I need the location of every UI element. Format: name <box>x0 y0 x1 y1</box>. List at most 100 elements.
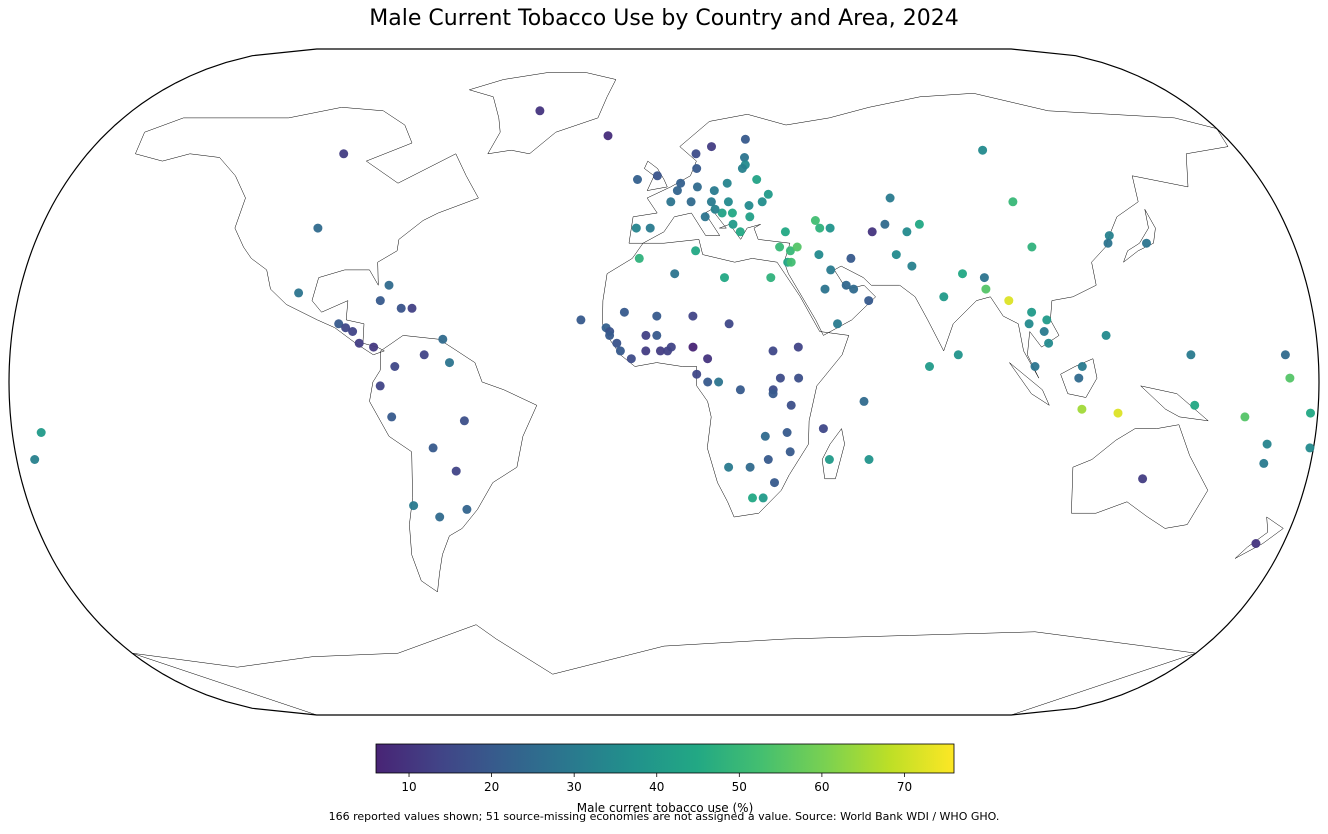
country-point <box>724 319 734 329</box>
land-new-guinea <box>1139 385 1209 422</box>
country-point <box>1190 400 1200 410</box>
country-point <box>641 346 651 356</box>
country-point <box>1262 439 1272 449</box>
country-point <box>849 284 859 294</box>
country-point <box>348 327 358 336</box>
country-point <box>692 182 702 192</box>
country-point <box>407 303 417 313</box>
country-point <box>612 338 622 348</box>
country-point <box>914 219 924 229</box>
country-point <box>770 478 779 488</box>
country-point <box>709 186 719 196</box>
country-point <box>1004 296 1014 306</box>
colorbar-tick-label: 30 <box>567 780 582 794</box>
country-point <box>409 501 419 511</box>
country-point <box>670 269 680 279</box>
country-point <box>1259 458 1269 468</box>
country-point <box>339 149 349 159</box>
country-point <box>737 164 747 173</box>
land-greenland <box>468 72 617 155</box>
country-point <box>603 131 613 141</box>
country-point <box>692 164 702 173</box>
country-points <box>30 106 1315 548</box>
country-point <box>30 455 40 464</box>
land-eurasia <box>628 93 1229 379</box>
country-point <box>867 227 877 237</box>
country-point <box>763 455 773 464</box>
country-point <box>645 223 655 233</box>
country-point <box>459 416 469 426</box>
country-point <box>727 208 737 218</box>
country-point <box>722 178 732 188</box>
country-point <box>1104 231 1114 241</box>
country-point <box>979 273 989 283</box>
source-note: 166 reported values shown; 51 source-mis… <box>328 810 1000 823</box>
country-point <box>864 296 874 306</box>
country-point <box>907 261 917 271</box>
country-point <box>375 381 385 391</box>
country-point <box>1113 408 1123 418</box>
country-point <box>978 145 988 155</box>
country-point <box>334 319 344 329</box>
country-point <box>763 189 773 199</box>
country-point <box>1077 362 1087 371</box>
country-point <box>745 462 755 472</box>
colorbar-tick-label: 20 <box>484 780 499 794</box>
country-point <box>688 311 698 321</box>
country-point <box>1044 338 1054 348</box>
country-point <box>707 142 716 152</box>
country-point <box>815 223 825 233</box>
land-australia <box>1071 424 1209 529</box>
colorbar <box>375 743 955 774</box>
colorbar-tick-label: 60 <box>814 780 829 794</box>
land-britain <box>644 160 668 191</box>
country-point <box>793 342 803 352</box>
country-point <box>833 319 842 329</box>
country-point <box>652 330 662 340</box>
country-point <box>641 330 651 340</box>
country-point <box>757 197 767 207</box>
colorbar-tick-label: 50 <box>732 780 747 794</box>
country-point <box>387 412 397 422</box>
country-point <box>939 292 949 302</box>
country-point <box>666 342 676 352</box>
country-point <box>841 280 851 290</box>
country-point <box>1027 242 1037 252</box>
country-point <box>686 197 696 207</box>
country-point <box>631 223 641 233</box>
country-point <box>341 323 351 333</box>
country-point <box>752 175 762 184</box>
country-point <box>740 134 750 144</box>
country-point <box>925 362 934 371</box>
country-point <box>902 227 912 237</box>
country-point <box>748 493 757 503</box>
country-point <box>652 171 662 181</box>
country-point <box>981 284 991 294</box>
land-antarctica <box>132 624 1196 715</box>
land-japan <box>1122 209 1156 263</box>
country-point <box>438 334 448 344</box>
country-point <box>864 455 874 464</box>
country-point <box>428 443 438 453</box>
country-point <box>294 288 304 298</box>
country-point <box>619 307 629 317</box>
country-point <box>1138 474 1148 484</box>
land-madagascar <box>821 427 845 480</box>
country-point <box>313 223 323 233</box>
country-point <box>786 400 796 410</box>
country-point <box>1027 307 1037 317</box>
country-point <box>666 197 676 207</box>
country-point <box>786 257 796 267</box>
country-point <box>1077 404 1087 414</box>
country-point <box>758 493 768 503</box>
country-point <box>1039 327 1049 336</box>
country-point <box>826 265 836 275</box>
country-point <box>780 227 790 237</box>
country-point <box>885 193 895 203</box>
country-point <box>1103 238 1113 248</box>
country-point <box>396 303 406 313</box>
country-point <box>824 455 834 464</box>
country-point <box>785 447 795 457</box>
country-point <box>445 358 454 368</box>
